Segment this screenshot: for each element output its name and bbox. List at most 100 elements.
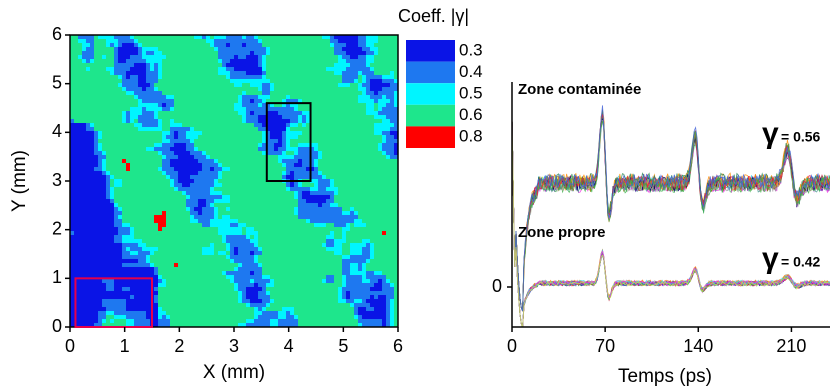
contour-cell bbox=[186, 211, 190, 215]
contour-cell bbox=[110, 243, 114, 247]
contour-cell bbox=[190, 95, 194, 99]
contour-cell bbox=[250, 155, 254, 159]
contour-cell bbox=[134, 183, 138, 187]
contour-cell bbox=[182, 243, 186, 247]
contour-cell bbox=[150, 143, 154, 147]
contour-cell bbox=[110, 75, 114, 79]
contour-cell bbox=[274, 295, 278, 299]
contour-cell bbox=[198, 63, 202, 67]
contour-cell bbox=[102, 83, 106, 87]
contour-cell bbox=[102, 275, 106, 279]
contour-cell bbox=[286, 199, 290, 203]
contour-cell bbox=[298, 199, 302, 203]
contour-cell bbox=[94, 219, 98, 223]
contour-cell bbox=[98, 55, 102, 59]
contour-cell bbox=[298, 139, 302, 143]
contour-cell bbox=[310, 199, 314, 203]
contour-cell bbox=[254, 119, 258, 123]
contour-cell bbox=[102, 103, 106, 107]
contour-cell bbox=[114, 43, 118, 47]
contour-cell bbox=[282, 303, 286, 307]
contour-cell bbox=[134, 139, 138, 143]
contour-cell bbox=[234, 103, 238, 107]
contour-cell bbox=[94, 99, 98, 103]
contour-cell bbox=[250, 175, 254, 179]
contour-cell bbox=[338, 251, 342, 255]
contour-cell bbox=[270, 91, 274, 95]
contour-cell bbox=[250, 135, 254, 139]
contour-cell bbox=[190, 259, 194, 263]
contour-cell bbox=[126, 163, 130, 167]
contour-cell bbox=[286, 267, 290, 271]
contour-cell bbox=[230, 115, 234, 119]
contour-cell bbox=[142, 231, 146, 235]
contour-cell bbox=[306, 151, 310, 155]
contour-cell bbox=[130, 183, 134, 187]
contour-cell bbox=[226, 283, 230, 287]
contour-cell bbox=[250, 283, 254, 287]
contour-cell bbox=[290, 159, 294, 163]
contour-cell bbox=[290, 303, 294, 307]
contour-cell bbox=[118, 67, 122, 71]
contour-cell bbox=[154, 271, 158, 275]
contour-cell bbox=[178, 47, 182, 51]
contour-cell bbox=[214, 295, 218, 299]
contour-cell bbox=[198, 283, 202, 287]
contour-cell bbox=[86, 123, 90, 127]
contour-cell bbox=[326, 315, 330, 319]
contour-cell bbox=[166, 223, 170, 227]
contour-cell bbox=[258, 59, 262, 63]
contour-cell bbox=[262, 211, 266, 215]
contour-cell bbox=[334, 107, 338, 111]
contour-cell bbox=[298, 115, 302, 119]
contour-cell bbox=[298, 91, 302, 95]
contour-cell bbox=[166, 175, 170, 179]
contour-cell bbox=[78, 243, 82, 247]
contour-cell bbox=[170, 119, 174, 123]
contour-cell bbox=[282, 283, 286, 287]
contour-cell bbox=[214, 111, 218, 115]
contour-cell bbox=[222, 259, 226, 263]
contour-cell bbox=[334, 211, 338, 215]
contour-cell bbox=[246, 315, 250, 319]
contour-cell bbox=[190, 211, 194, 215]
contour-cell bbox=[278, 63, 282, 67]
contour-cell bbox=[310, 239, 314, 243]
contour-cell bbox=[314, 63, 318, 67]
contour-cell bbox=[166, 235, 170, 239]
contour-cell bbox=[74, 235, 78, 239]
contour-cell bbox=[318, 191, 322, 195]
contour-cell bbox=[90, 91, 94, 95]
contour-cell bbox=[110, 159, 114, 163]
contour-cell bbox=[130, 131, 134, 135]
contour-cell bbox=[278, 151, 282, 155]
contour-cell bbox=[82, 287, 86, 291]
contour-cell bbox=[110, 311, 114, 315]
contour-cell bbox=[270, 35, 274, 39]
contour-cell bbox=[190, 311, 194, 315]
contour-cell bbox=[330, 175, 334, 179]
contour-cell bbox=[90, 203, 94, 207]
contour-cell bbox=[334, 295, 338, 299]
contour-cell bbox=[70, 223, 74, 227]
contour-cell bbox=[158, 179, 162, 183]
contour-cell bbox=[330, 155, 334, 159]
contour-cell bbox=[138, 91, 142, 95]
contour-cell bbox=[222, 127, 226, 131]
contour-cell bbox=[130, 279, 134, 283]
contour-cell bbox=[210, 107, 214, 111]
contour-cell bbox=[262, 43, 266, 47]
contour-cell bbox=[278, 223, 282, 227]
contour-cell bbox=[218, 99, 222, 103]
contour-cell bbox=[238, 311, 242, 315]
contour-cell bbox=[206, 67, 210, 71]
contour-cell bbox=[70, 131, 74, 135]
contour-cell bbox=[178, 147, 182, 151]
contour-cell bbox=[122, 91, 126, 95]
contour-cell bbox=[70, 151, 74, 155]
contour-cell bbox=[338, 323, 342, 327]
contour-cell bbox=[78, 123, 82, 127]
contour-cell bbox=[170, 311, 174, 315]
contour-cell bbox=[134, 215, 138, 219]
contour-cell bbox=[330, 179, 334, 183]
